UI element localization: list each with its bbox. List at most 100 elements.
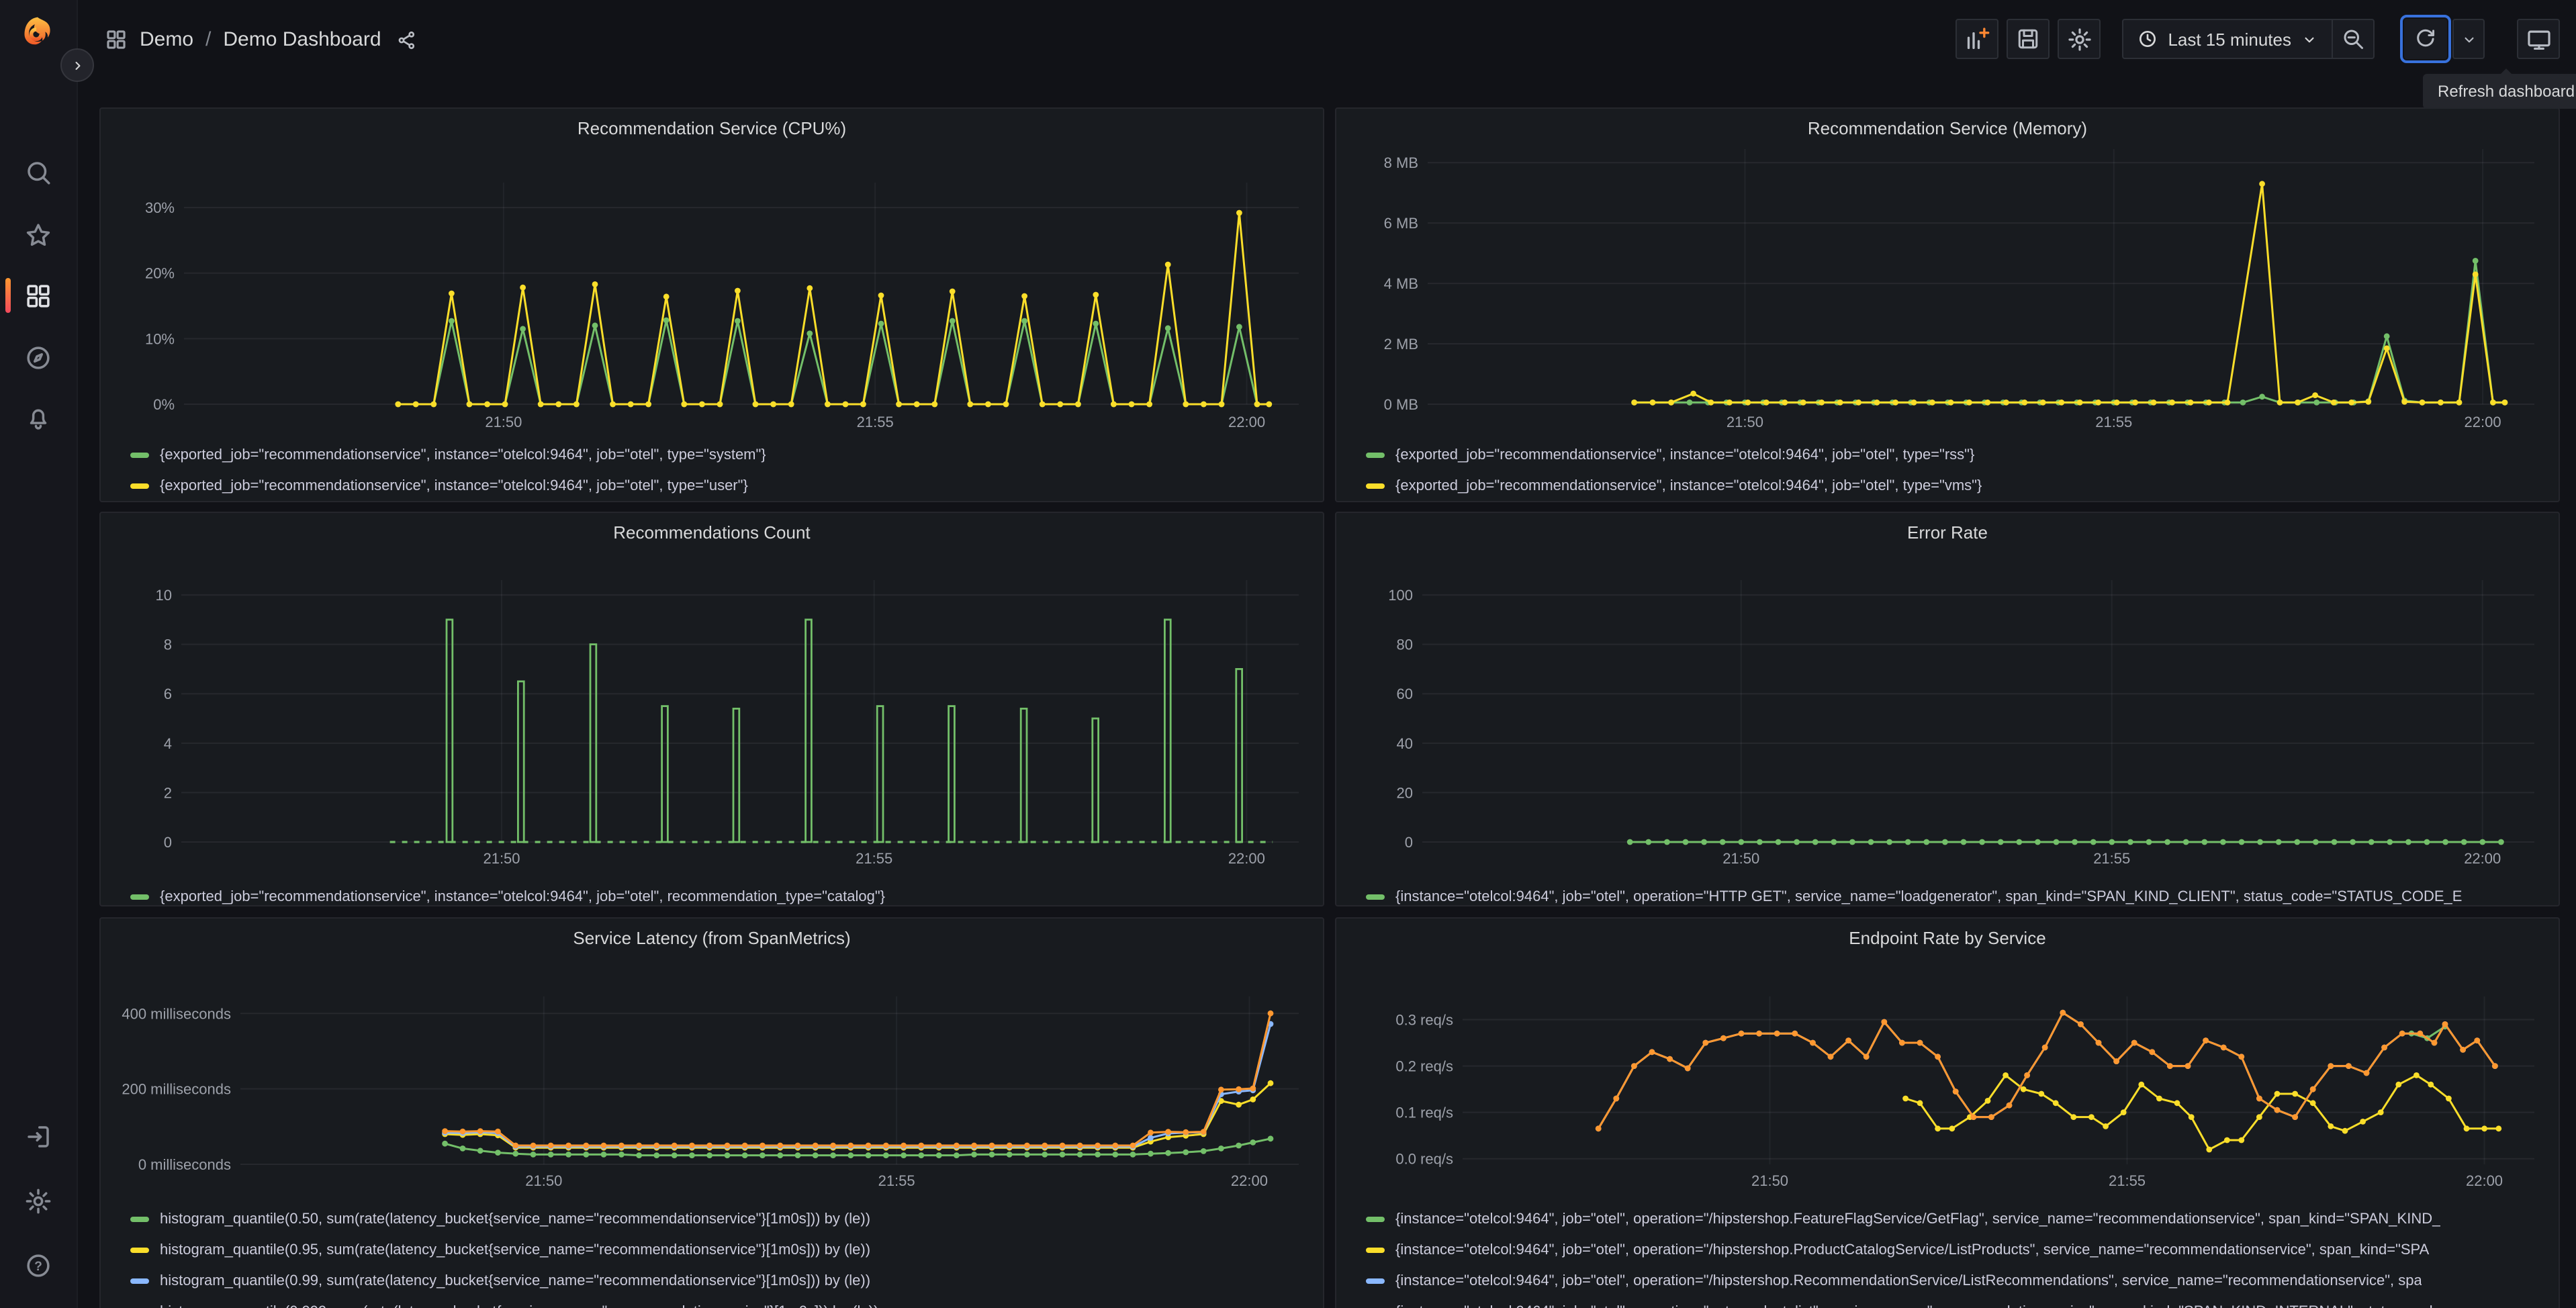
legend-item[interactable]: {instance="otelcol:9464", job="otel", op…: [1366, 1209, 2545, 1229]
zoom-out-icon: [2341, 27, 2365, 51]
active-indicator: [5, 278, 11, 313]
sidebar-item-configuration[interactable]: [0, 1176, 77, 1225]
chart-canvas[interactable]: 21:50 21:55 22:00 0 MB 2 MB 4 MB 6 MB 8 MB: [1336, 109, 2559, 501]
svg-text:21:55: 21:55: [857, 414, 894, 430]
legend-label: {exported_job="recommendationservice", i…: [160, 477, 748, 494]
legend-item[interactable]: histogram_quantile(0.50, sum(rate(latenc…: [130, 1209, 1309, 1229]
panel-title[interactable]: Recommendation Service (CPU%): [577, 118, 847, 138]
legend-label: {exported_job="recommendationservice", i…: [160, 447, 766, 463]
legend-label: {instance="otelcol:9464", job="otel", op…: [1395, 1242, 2430, 1258]
sidebar-item-dashboards[interactable]: [0, 271, 77, 320]
legend-item[interactable]: {exported_job="recommendationservice", i…: [1366, 445, 2545, 465]
panel-title[interactable]: Recommendation Service (Memory): [1807, 118, 2088, 138]
add-panel-button[interactable]: [1956, 19, 1999, 59]
legend-item[interactable]: {instance="otelcol:9464", job="otel", op…: [1366, 886, 2545, 906]
chart-canvas[interactable]: 21:50 21:55 22:00 0.0 req/s 0.1 req/s 0.2 req…: [1336, 919, 2559, 1308]
sidebar-item-alerting[interactable]: [0, 393, 77, 442]
panel-title[interactable]: Endpoint Rate by Service: [1849, 928, 2046, 948]
panel-title[interactable]: Recommendations Count: [613, 522, 811, 543]
sidebar-item-explore[interactable]: [0, 333, 77, 381]
chart-canvas[interactable]: 21:50 21:55 22:00 0 milliseconds 200 millise…: [101, 919, 1323, 1308]
dashboards-grid-icon: [24, 281, 52, 310]
legend-item[interactable]: {instance="otelcol:9464", job="otel", op…: [1366, 1240, 2545, 1260]
refresh-focus-ring: [2400, 15, 2451, 63]
svg-text:22:00: 22:00: [2464, 850, 2501, 867]
zoom-out-button[interactable]: [2332, 19, 2375, 59]
legend-label: histogram_quantile(0.50, sum(rate(latenc…: [160, 1211, 871, 1227]
refresh-interval-dropdown[interactable]: [2452, 19, 2485, 59]
error-rate-chart[interactable]: 21:50 21:55 22:00 0 20 40 60 80 100: [1336, 513, 2559, 905]
grafana-logo[interactable]: [17, 13, 58, 54]
legend: {exported_job="recommendationservice", i…: [1366, 445, 2545, 506]
svg-text:0%: 0%: [153, 396, 175, 413]
legend-label: {instance="otelcol:9464", job="otel", op…: [1395, 1211, 2441, 1227]
legend-item[interactable]: {exported_job="recommendationservice", i…: [130, 475, 1309, 496]
time-range-label: Last 15 minutes: [2168, 29, 2291, 49]
svg-text:21:50: 21:50: [1722, 850, 1759, 867]
legend-item[interactable]: {exported_job="recommendationservice", i…: [130, 886, 1309, 906]
panel-recommendation-cpu: Recommendation Service (CPU%) 21:50 21:55…: [99, 107, 1324, 502]
legend: histogram_quantile(0.50, sum(rate(latenc…: [130, 1209, 1309, 1308]
memory-chart[interactable]: 21:50 21:55 22:00 0 MB 2 MB 4 MB 6 MB 8 MB: [1336, 109, 2559, 501]
svg-text:10%: 10%: [145, 330, 175, 347]
legend-swatch: [1366, 1216, 1385, 1221]
latency-chart[interactable]: 21:50 21:55 22:00 0 milliseconds 200 millise…: [101, 919, 1323, 1308]
legend-item[interactable]: {exported_job="recommendationservice", i…: [1366, 475, 2545, 496]
legend-item[interactable]: {instance="otelcol:9464", job="otel", op…: [1366, 1301, 2545, 1308]
panel-title[interactable]: Error Rate: [1907, 522, 1988, 543]
svg-text:0: 0: [164, 834, 172, 851]
svg-text:21:50: 21:50: [483, 850, 520, 867]
legend-item[interactable]: histogram_quantile(0.999, sum(rate(laten…: [130, 1301, 1309, 1308]
refresh-icon: [2413, 27, 2438, 51]
svg-text:0 milliseconds: 0 milliseconds: [138, 1156, 231, 1173]
panel-service-latency: Service Latency (from SpanMetrics) 21:50…: [99, 917, 1324, 1308]
chart-canvas[interactable]: 21:50 21:55 22:00 0 2 4 6 8 10: [101, 513, 1323, 905]
svg-text:200 milliseconds: 200 milliseconds: [122, 1081, 231, 1098]
panel-endpoint-rate: Endpoint Rate by Service 21:50 21:55 22:00…: [1335, 917, 2560, 1308]
sidebar-item-sign-in[interactable]: [0, 1112, 77, 1160]
chart-canvas[interactable]: 21:50 21:55 22:00 0 20 40 60 80 100: [1336, 513, 2559, 905]
svg-text:0.1 req/s: 0.1 req/s: [1395, 1105, 1453, 1121]
panel-recommendation-memory: Recommendation Service (Memory) 21:50 21:…: [1335, 107, 2560, 502]
breadcrumb-folder[interactable]: Demo: [140, 28, 194, 51]
svg-text:8 MB: 8 MB: [1384, 154, 1418, 171]
save-dashboard-button[interactable]: [2007, 19, 2050, 59]
legend-swatch: [130, 1216, 149, 1221]
cycle-view-mode-button[interactable]: [2517, 19, 2560, 59]
svg-text:60: 60: [1397, 686, 1413, 702]
breadcrumb-dashboard-title[interactable]: Demo Dashboard: [223, 28, 381, 51]
svg-text:6: 6: [164, 686, 172, 702]
panel-recommendations-count: Recommendations Count 21:50 21:55 22:00 0 2 4…: [99, 512, 1324, 906]
legend-item[interactable]: {instance="otelcol:9464", job="otel", op…: [1366, 1270, 2545, 1291]
sidebar-expand-button[interactable]: [60, 48, 94, 82]
sidebar-item-search[interactable]: [0, 148, 77, 196]
panel-title[interactable]: Service Latency (from SpanMetrics): [573, 928, 851, 948]
legend-label: histogram_quantile(0.999, sum(rate(laten…: [160, 1303, 878, 1308]
add-panel-icon: [1964, 26, 1990, 52]
breadcrumb-separator: /: [205, 28, 212, 51]
count-chart[interactable]: 21:50 21:55 22:00 0 2 4 6 8 10: [101, 513, 1323, 905]
save-icon: [2016, 27, 2040, 51]
svg-text:21:55: 21:55: [2095, 414, 2132, 430]
chart-canvas[interactable]: 21:50 21:55 22:00 0% 10% 20% 30%: [101, 109, 1323, 501]
refresh-dashboard-button[interactable]: [2404, 19, 2447, 59]
legend: {instance="otelcol:9464", job="otel", op…: [1366, 1209, 2545, 1308]
svg-text:21:50: 21:50: [525, 1172, 562, 1189]
share-icon[interactable]: [396, 29, 418, 50]
endpoint-rate-chart[interactable]: 21:50 21:55 22:00 0.0 req/s 0.1 req/s 0.2 req…: [1336, 919, 2559, 1308]
svg-text:22:00: 22:00: [1228, 414, 1265, 430]
legend-item[interactable]: histogram_quantile(0.95, sum(rate(latenc…: [130, 1240, 1309, 1260]
sidebar-item-help[interactable]: ?: [0, 1241, 77, 1289]
legend-swatch: [1366, 1247, 1385, 1252]
dashboard-settings-button[interactable]: [2058, 19, 2101, 59]
svg-text:21:55: 21:55: [878, 1172, 915, 1189]
svg-text:400 milliseconds: 400 milliseconds: [122, 1005, 231, 1022]
legend-item[interactable]: {exported_job="recommendationservice", i…: [130, 445, 1309, 465]
legend-item[interactable]: histogram_quantile(0.99, sum(rate(latenc…: [130, 1270, 1309, 1291]
svg-text:21:55: 21:55: [2093, 850, 2130, 867]
time-range-picker[interactable]: Last 15 minutes: [2122, 19, 2333, 59]
legend-label: {exported_job="recommendationservice", i…: [160, 888, 886, 904]
cpu-chart[interactable]: 21:50 21:55 22:00 0% 10% 20% 30%: [101, 109, 1323, 501]
sidebar-item-starred[interactable]: [0, 211, 77, 259]
legend-label: {instance="otelcol:9464", job="otel", op…: [1395, 888, 2463, 904]
